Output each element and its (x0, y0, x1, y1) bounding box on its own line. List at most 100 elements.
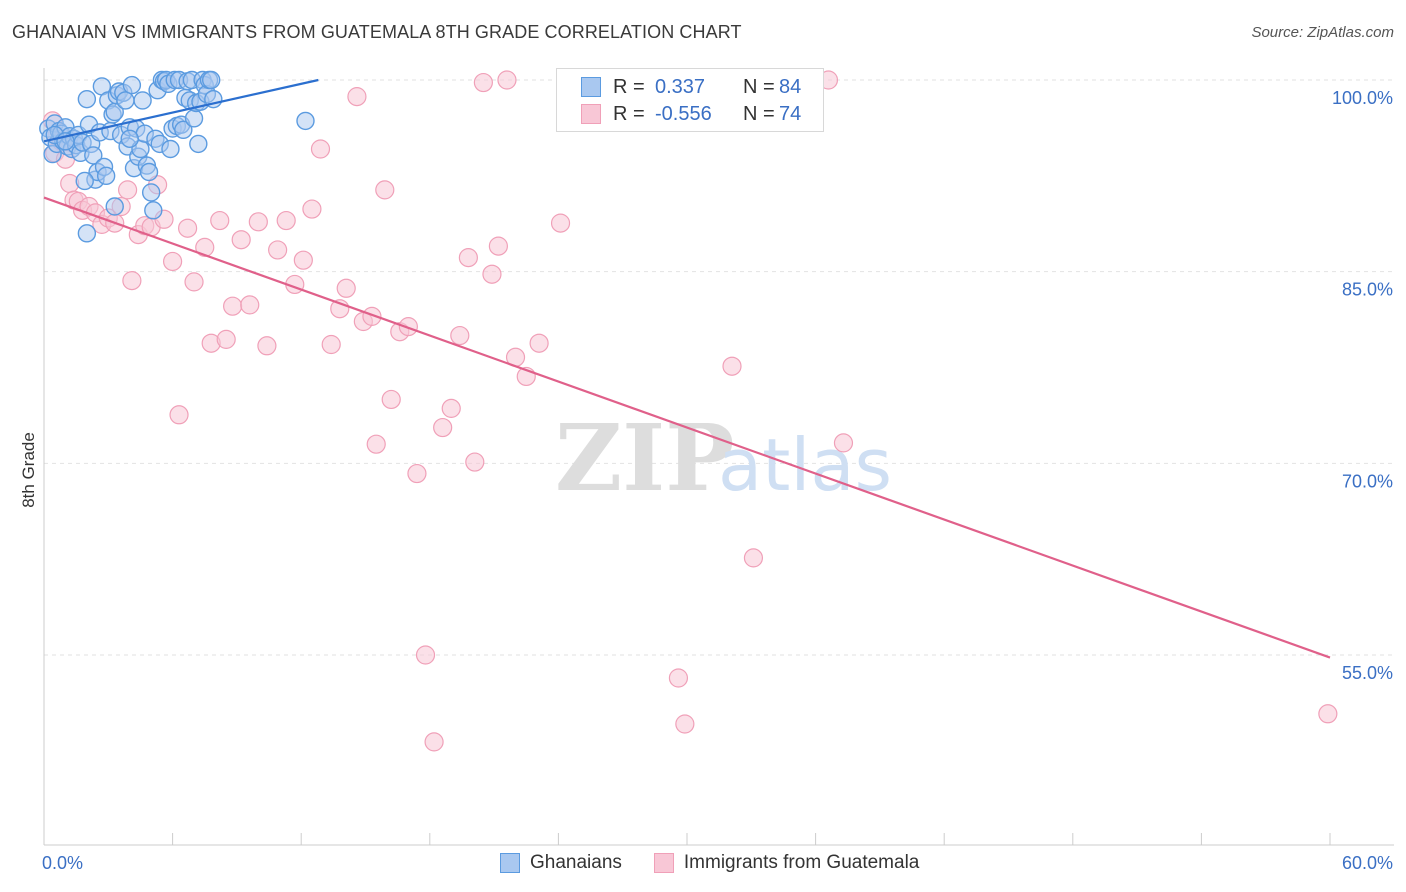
ghanaian-point-69 (189, 134, 208, 154)
guatemala-point-62 (488, 236, 508, 256)
guatemala-point-60 (473, 72, 493, 93)
y-tick-label-2: 70.0% (1342, 471, 1393, 491)
guatemala-point-73 (833, 433, 854, 453)
guatemala-point-70 (722, 356, 742, 376)
legend-item-ghanaians[interactable]: Ghanaians (500, 852, 622, 874)
x-tick-label-0: 0.0% (42, 853, 83, 873)
legend-label-guatemala: Immigrants from Guatemala (683, 852, 920, 873)
guatemala-point-67 (550, 213, 571, 233)
guatemala-point-25 (184, 272, 204, 292)
guatemala-point-46 (362, 306, 382, 326)
guatemala-point-22 (163, 251, 183, 272)
guatemala-point-52 (407, 463, 427, 484)
watermark-zip: ZIP (555, 404, 734, 512)
guatemala-point-32 (240, 295, 260, 315)
legend-n-label: N = (743, 75, 775, 98)
guatemala-point-38 (293, 250, 313, 270)
ghanaian-point-35 (116, 91, 135, 110)
ghanaian-point-26 (96, 166, 116, 186)
guatemala-point-69 (675, 714, 695, 734)
y-axis-label: 8th Grade (19, 432, 38, 508)
guatemala-point-26 (195, 237, 215, 257)
guatemala-point-66 (529, 333, 549, 353)
ghanaian-point-82 (120, 129, 139, 148)
ghanaian-point-80 (75, 171, 94, 191)
guatemala-point-16 (122, 271, 142, 291)
y-tick-label-1: 85.0% (1342, 280, 1393, 300)
source-label: Source: ZipAtlas.com (1251, 24, 1394, 41)
y-tick-label-0: 100.0% (1332, 88, 1393, 108)
ghanaian-point-47 (141, 183, 161, 202)
watermark-atlas: atlas (718, 423, 892, 507)
trend-lines (43, 78, 1331, 659)
guatemala-point-57 (450, 325, 470, 346)
guatemala-point-54 (424, 732, 444, 752)
ghanaian-point-75 (201, 70, 221, 90)
stats-legend: R = 0.337 N = 84 R = -0.556 N = 74 (556, 68, 824, 132)
ghanaian-point-81 (105, 197, 124, 216)
ghanaian-point-48 (144, 201, 163, 220)
guatemala-point-15 (117, 180, 138, 200)
guatemala-point-58 (458, 248, 478, 268)
legend-swatch-pink (653, 853, 674, 873)
legend-r-value: -0.556 (655, 102, 712, 125)
legend-n-label: N = (743, 102, 775, 125)
guatemala-point-41 (321, 334, 341, 355)
guatemala-point-51 (398, 317, 418, 337)
legend-swatch-pink (581, 104, 601, 124)
series-legend: Ghanaians Immigrants from Guatemala (500, 852, 951, 874)
gridlines (44, 79, 1394, 656)
ghanaian-point-77 (77, 224, 97, 243)
guatemala-point-35 (268, 240, 288, 260)
ghanaian-point-46 (139, 162, 159, 182)
legend-r-label: R = (613, 102, 645, 125)
guatemala-point-43 (336, 278, 356, 298)
ghanaian-point-38 (122, 75, 142, 95)
x-tick-label-1: 60.0% (1342, 853, 1393, 873)
guatemala-point-55 (433, 417, 453, 438)
guatemala-point-33 (248, 212, 268, 232)
guatemala-point-74 (1318, 704, 1338, 724)
guatemala-point-24 (178, 218, 198, 238)
guatemala-point-34 (257, 336, 277, 356)
guatemala-point-29 (216, 329, 236, 349)
guatemala-point-28 (210, 210, 230, 231)
guatemala-point-36 (276, 210, 296, 231)
ghanaian-point-43 (133, 91, 152, 110)
guatemala-point-30 (223, 296, 243, 316)
ghanaian-point-67 (184, 109, 204, 128)
guatemala-point-53 (415, 645, 436, 665)
ghanaian-point-56 (161, 139, 180, 159)
legend-n-value: 74 (779, 102, 802, 125)
axes (43, 68, 1394, 846)
guatemala-point-47 (366, 434, 386, 454)
series-ghanaians-points (39, 70, 315, 243)
legend-row-ghanaians: R = 0.337 N = 84 (581, 74, 801, 100)
chart-title: GHANAIAN VS IMMIGRANTS FROM GUATEMALA 8T… (12, 22, 742, 42)
guatemala-point-61 (482, 264, 502, 284)
y-tick-label-3: 55.0% (1342, 663, 1393, 683)
guatemala-point-68 (668, 668, 689, 688)
legend-r-label: R = (613, 75, 645, 98)
legend-swatch-blue (581, 77, 601, 97)
guatemala-point-23 (169, 405, 189, 425)
ghanaian-point-83 (296, 111, 315, 131)
legend-swatch-blue (500, 853, 520, 873)
guatemala-point-44 (347, 87, 367, 107)
ghanaian-point-62 (174, 120, 193, 140)
guatemala-point-71 (743, 548, 764, 568)
guatemala-point-39 (302, 199, 322, 219)
legend-label-ghanaians: Ghanaians (530, 852, 622, 873)
legend-n-value: 84 (779, 75, 802, 98)
ghanaian-trend-line (43, 78, 319, 143)
ghanaian-point-17 (77, 89, 97, 109)
guatemala-point-63 (497, 70, 517, 90)
guatemala-trend-line (43, 196, 1331, 659)
guatemala-point-31 (231, 230, 251, 250)
legend-item-guatemala[interactable]: Immigrants from Guatemala (653, 852, 920, 874)
watermark: ZIP atlas (555, 404, 892, 512)
guatemala-point-49 (381, 389, 401, 410)
guatemala-point-56 (441, 398, 461, 418)
guatemala-point-48 (375, 180, 395, 200)
